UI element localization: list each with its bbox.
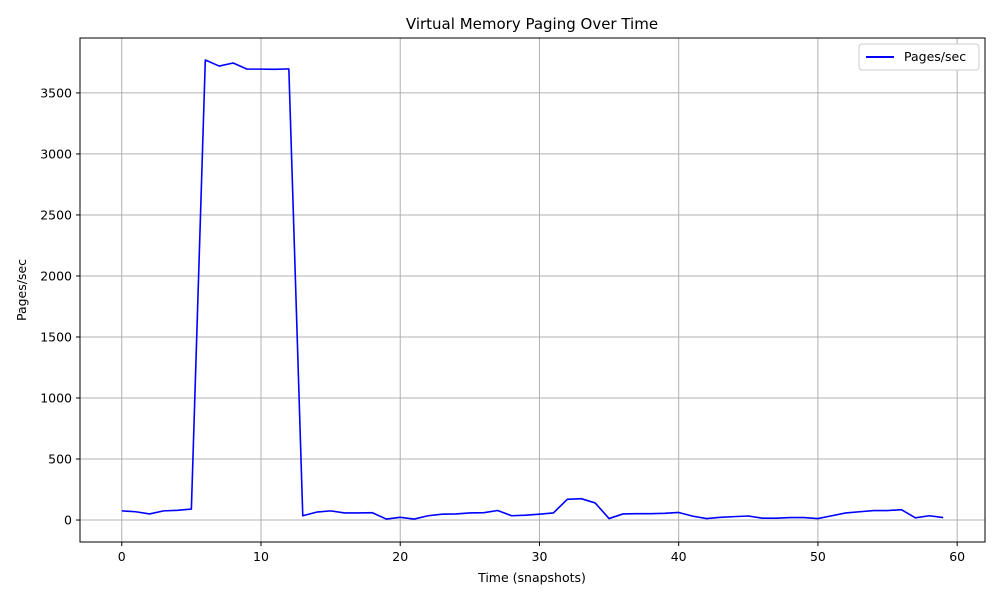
chart-title: Virtual Memory Paging Over Time (406, 15, 658, 33)
y-axis-ticks: 0 500 1000 1500 2000 2500 3000 3500 (40, 85, 80, 528)
y-tick-label: 3500 (40, 85, 72, 100)
grid-lines (80, 38, 985, 542)
y-tick-label: 3000 (40, 146, 72, 161)
legend: Pages/sec (858, 43, 980, 71)
y-tick-label: 1000 (40, 391, 72, 406)
x-tick-label: 50 (810, 549, 826, 564)
x-tick-label: 60 (949, 549, 965, 564)
x-tick-label: 10 (253, 549, 269, 564)
series-group (121, 59, 944, 520)
plot-area (80, 38, 985, 542)
y-tick-label: 500 (48, 452, 72, 467)
y-tick-label: 2500 (40, 207, 72, 222)
series-line-pages-per-sec (121, 59, 944, 520)
legend-label: Pages/sec (904, 49, 966, 64)
x-axis-label: Time (snapshots) (477, 570, 586, 585)
y-tick-label: 2000 (40, 268, 72, 283)
plot-frame (79, 37, 986, 543)
x-tick-label: 40 (671, 549, 687, 564)
x-tick-label: 0 (118, 549, 126, 564)
y-tick-label: 0 (64, 513, 72, 528)
x-tick-label: 20 (392, 549, 408, 564)
y-tick-label: 1500 (40, 329, 72, 344)
x-tick-label: 30 (532, 549, 548, 564)
x-axis-ticks: 0 10 20 30 40 50 60 (118, 542, 965, 564)
legend-box (858, 43, 980, 71)
y-axis-label: Pages/sec (14, 259, 29, 321)
